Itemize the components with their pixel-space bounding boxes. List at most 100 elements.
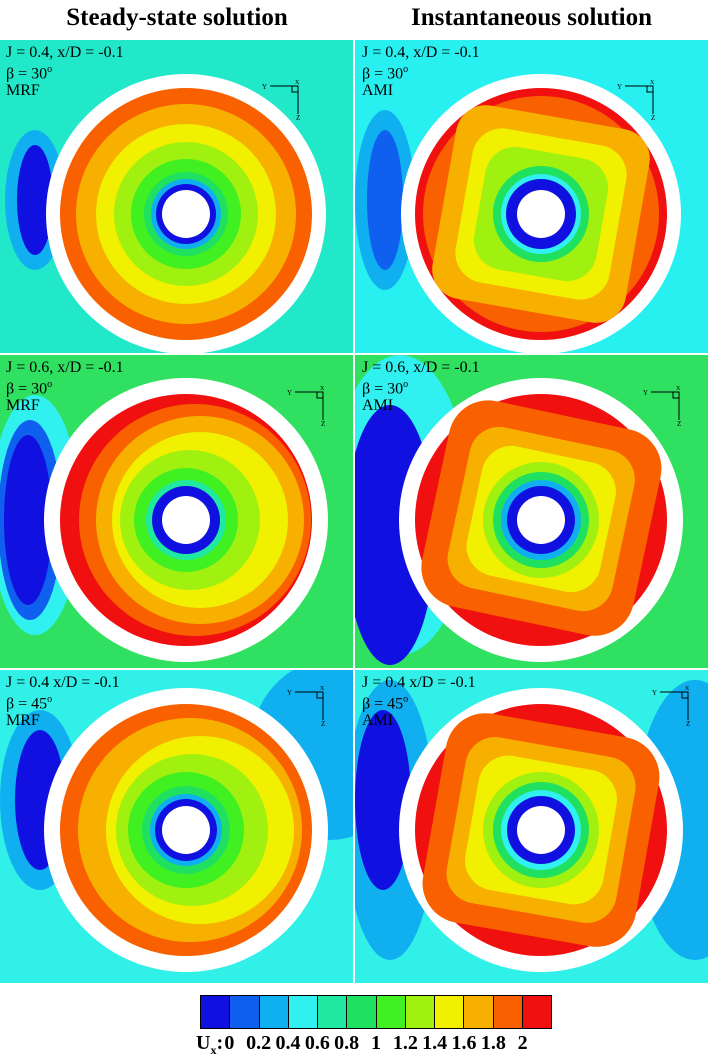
- method-text: AMI: [362, 397, 394, 415]
- condition-text: J = 0.6, x/D = -0.1: [362, 359, 480, 376]
- hub: [517, 806, 565, 854]
- angle-text: β = 45o: [6, 694, 53, 713]
- panel-label-r3-right: J = 0.4 x/D = -0.1 β = 45o AMI: [362, 674, 476, 729]
- axis-x-label: X: [320, 386, 325, 392]
- legend-tick-label: 1.4: [422, 1032, 448, 1054]
- axis-triad-icon: Y X Z: [287, 386, 325, 428]
- legend-tick-label: 1.8: [480, 1032, 506, 1054]
- hub: [162, 496, 210, 544]
- panel-label-r3-left: J = 0.4 x/D = -0.1 β = 45o MRF: [6, 674, 120, 729]
- axis-z-label: Z: [296, 114, 300, 120]
- contour-panel: [0, 670, 353, 983]
- angle-text: β = 30o: [6, 64, 53, 83]
- legend-tick-label: 1: [371, 1032, 381, 1054]
- panel-label-r2-right: J = 0.6, x/D = -0.1 β = 30o AMI: [362, 359, 480, 414]
- contour-plot: [0, 355, 353, 668]
- contour-panel: [355, 355, 708, 668]
- legend-swatch: [288, 996, 318, 1028]
- axis-y-label: Y: [262, 83, 267, 91]
- axis-triad-icon: Y X Z: [262, 80, 300, 122]
- low-velocity-core: [367, 130, 403, 270]
- legend-swatch: [318, 996, 348, 1028]
- legend-swatch: [522, 996, 551, 1028]
- axis-triad: Y X Z: [287, 386, 327, 428]
- legend-tick-label: 1.2: [392, 1032, 418, 1054]
- axis-triad: Y X Z: [617, 80, 657, 122]
- hub: [162, 806, 210, 854]
- condition-text: J = 0.4 x/D = -0.1: [6, 674, 120, 691]
- legend-tick-label: 0.2: [246, 1032, 272, 1054]
- axis-x-label: X: [676, 386, 681, 392]
- axis-x-label: X: [320, 686, 325, 692]
- legend-tick-label: 1.6: [451, 1032, 477, 1054]
- hub: [162, 190, 210, 238]
- legend-swatch: [493, 996, 523, 1028]
- condition-text: J = 0.4, x/D = -0.1: [362, 44, 480, 61]
- low-velocity-core: [355, 710, 411, 890]
- legend-swatch: [201, 996, 231, 1028]
- axis-x-label: X: [685, 686, 690, 692]
- hub: [517, 190, 565, 238]
- axis-triad-icon: Y X Z: [287, 686, 325, 728]
- angle-text: β = 30o: [362, 379, 409, 398]
- method-text: AMI: [362, 82, 394, 100]
- axis-triad: Y X Z: [652, 686, 692, 728]
- legend-swatch: [347, 996, 377, 1028]
- header-instantaneous: Instantaneous solution: [410, 4, 653, 31]
- panel-label-r2-left: J = 0.6, x/D = -0.1 β = 30o MRF: [6, 359, 124, 414]
- axis-y-label: Y: [652, 689, 657, 697]
- axis-y-label: Y: [617, 83, 622, 91]
- legend-swatch: [259, 996, 289, 1028]
- legend-tick-label: 0.4: [275, 1032, 301, 1054]
- legend-swatch: [376, 996, 406, 1028]
- legend-title: Ux:: [196, 1032, 224, 1057]
- axis-x-label: X: [295, 80, 300, 86]
- legend-tick-label: 0.6: [304, 1032, 330, 1054]
- axis-triad-icon: Y X Z: [617, 80, 655, 122]
- axis-z-label: Z: [651, 114, 655, 120]
- axis-y-label: Y: [287, 389, 292, 397]
- axis-z-label: Z: [677, 420, 681, 426]
- contour-panel: [355, 40, 708, 353]
- contour-plot: [355, 40, 708, 353]
- legend-tick-label: 0: [224, 1032, 235, 1054]
- contour-plot: [355, 670, 708, 983]
- legend-swatch: [230, 996, 260, 1028]
- contour-panel: [0, 355, 353, 668]
- axis-y-label: Y: [643, 389, 648, 397]
- angle-text: β = 30o: [6, 379, 53, 398]
- contour-panel: [355, 670, 708, 983]
- axis-z-label: Z: [686, 720, 690, 726]
- method-text: AMI: [362, 712, 394, 730]
- axis-triad: Y X Z: [287, 686, 327, 728]
- axis-y-label: Y: [287, 689, 292, 697]
- method-text: MRF: [6, 712, 40, 730]
- axis-triad: Y X Z: [262, 80, 302, 122]
- method-text: MRF: [6, 397, 40, 415]
- axis-triad-icon: Y X Z: [652, 686, 690, 728]
- hub: [517, 496, 565, 544]
- header-steady-state: Steady-state solution: [66, 4, 288, 31]
- angle-text: β = 30o: [362, 64, 409, 83]
- condition-text: J = 0.4 x/D = -0.1: [362, 674, 476, 691]
- axis-x-label: X: [650, 80, 655, 86]
- low-velocity-deep: [4, 435, 52, 605]
- legend-swatch: [464, 996, 494, 1028]
- condition-text: J = 0.6, x/D = -0.1: [6, 359, 124, 376]
- color-legend: [200, 995, 552, 1029]
- axis-z-label: Z: [321, 420, 325, 426]
- axis-triad-icon: Y X Z: [643, 386, 681, 428]
- contour-plot: [0, 670, 353, 983]
- panel-label-r1-right: J = 0.4, x/D = -0.1 β = 30o AMI: [362, 44, 480, 99]
- legend-swatch: [405, 996, 435, 1028]
- method-text: MRF: [6, 82, 40, 100]
- condition-text: J = 0.4, x/D = -0.1: [6, 44, 124, 61]
- legend-tick-label: 0.8: [334, 1032, 360, 1054]
- contour-plot: [355, 355, 708, 668]
- axis-triad: Y X Z: [643, 386, 683, 428]
- low-velocity-core: [17, 145, 53, 255]
- panel-label-r1-left: J = 0.4, x/D = -0.1 β = 30o MRF: [6, 44, 124, 99]
- axis-z-label: Z: [321, 720, 325, 726]
- angle-text: β = 45o: [362, 694, 409, 713]
- legend-swatch: [435, 996, 465, 1028]
